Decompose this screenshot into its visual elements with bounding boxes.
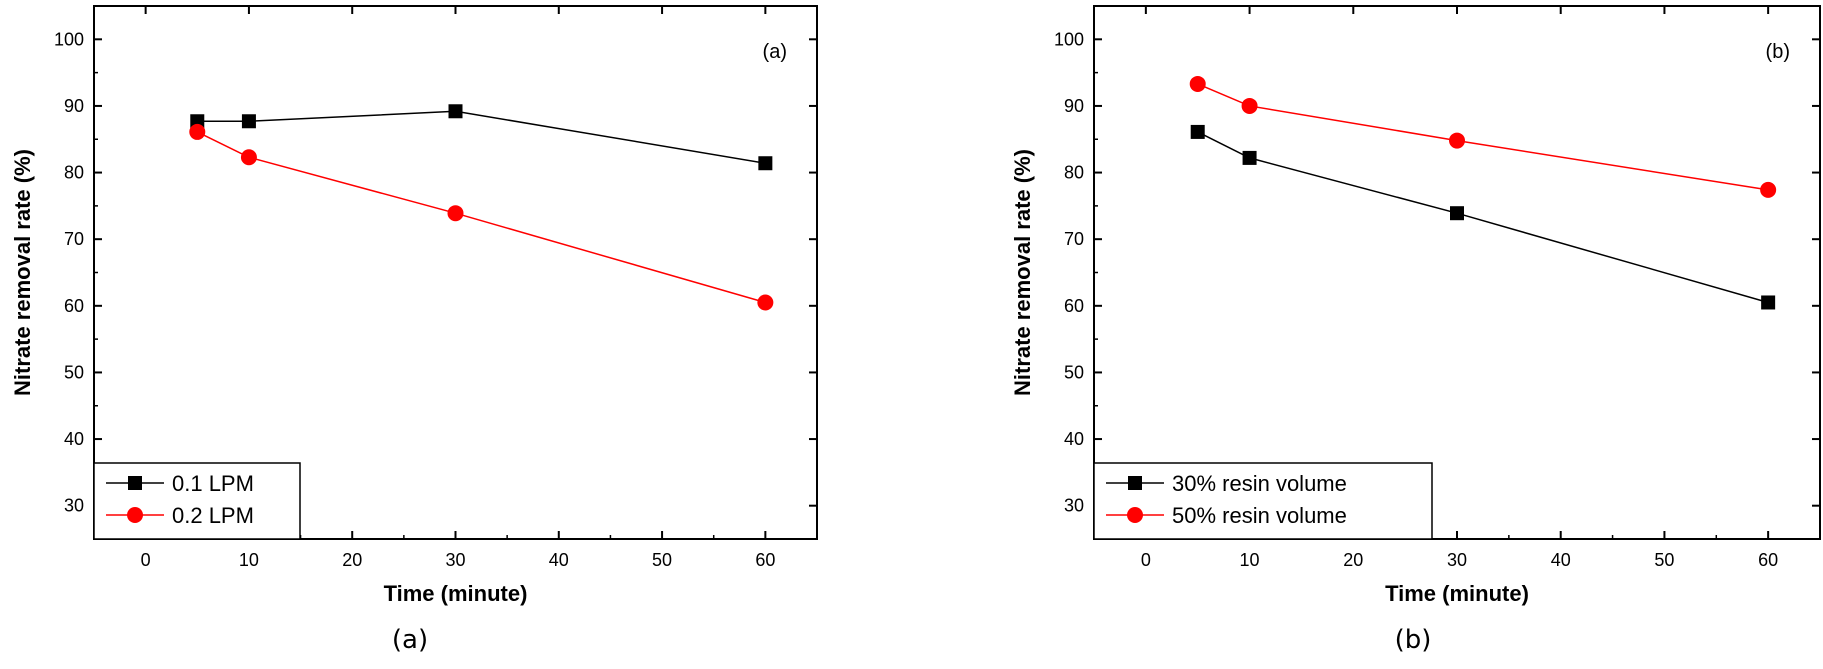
legend-marker xyxy=(127,507,143,523)
data-point xyxy=(1242,150,1257,165)
series-0 xyxy=(1190,124,1776,310)
x-tick-label: 60 xyxy=(755,550,775,570)
x-tick-label: 0 xyxy=(1141,550,1151,570)
data-point xyxy=(447,205,464,222)
legend: 30% resin volume 50% resin volume xyxy=(1093,462,1433,540)
legend-box xyxy=(1093,462,1433,540)
data-point xyxy=(1241,97,1258,114)
y-tick-label: 30 xyxy=(64,496,84,516)
legend-marker xyxy=(128,476,142,490)
x-tick-label: 60 xyxy=(1758,550,1778,570)
x-axis-title: Time (minute) xyxy=(1385,581,1529,606)
data-point xyxy=(240,149,257,166)
chart-panel-b: 0 10 20 30 40 50 60 30 40 50 60 70 80 90 100 Time (minu… xyxy=(1010,5,1821,655)
legend: 0.1 LPM 0.2 LPM xyxy=(93,462,301,540)
data-point xyxy=(1190,124,1205,139)
x-tick-label: 20 xyxy=(342,550,362,570)
legend-box xyxy=(93,462,301,540)
y-tick-label: 60 xyxy=(1064,296,1084,316)
panel-caption: (b) xyxy=(1395,625,1432,655)
y-tick-label: 60 xyxy=(64,296,84,316)
y-tick-label: 40 xyxy=(1064,429,1084,449)
data-point xyxy=(757,294,774,311)
chart-panel-a: 0 10 20 30 40 50 60 30 40 50 60 70 80 90 100 Time (minu… xyxy=(10,5,818,655)
y-tick-label: 70 xyxy=(1064,229,1084,249)
x-tick-label: 50 xyxy=(652,550,672,570)
y-tick-label: 80 xyxy=(1064,163,1084,183)
y-tick-label: 90 xyxy=(64,96,84,116)
data-point xyxy=(1760,181,1777,198)
series-line xyxy=(196,131,766,304)
x-axis-title: Time (minute) xyxy=(384,581,528,606)
legend-entry-label: 50% resin volume xyxy=(1172,503,1347,528)
x-tick-label: 10 xyxy=(239,550,259,570)
x-tick-label: 30 xyxy=(1447,550,1467,570)
legend-entry-label: 30% resin volume xyxy=(1172,471,1347,496)
data-point xyxy=(448,104,463,119)
data-point xyxy=(241,114,256,129)
x-tick-label: 50 xyxy=(1654,550,1674,570)
x-tick-label: 40 xyxy=(1551,550,1571,570)
series-0 xyxy=(190,104,773,171)
panel-label: (b) xyxy=(1766,41,1790,63)
y-tick-label: 50 xyxy=(1064,362,1084,382)
series-1 xyxy=(1189,75,1777,198)
series-1 xyxy=(189,123,774,311)
legend-marker xyxy=(1127,507,1143,523)
data-point xyxy=(1449,132,1465,149)
x-tick-label: 40 xyxy=(549,550,569,570)
series-line xyxy=(1197,131,1769,304)
data-point xyxy=(1189,75,1206,92)
data-point xyxy=(758,156,773,171)
y-tick-label: 40 xyxy=(64,429,84,449)
data-point xyxy=(189,123,206,140)
series-line xyxy=(197,110,766,164)
x-tick-label: 10 xyxy=(1240,550,1260,570)
y-tick-label: 50 xyxy=(64,362,84,382)
y-tick-label: 80 xyxy=(64,163,84,183)
data-point xyxy=(1761,295,1776,310)
x-tick-label: 0 xyxy=(141,550,151,570)
data-point xyxy=(1450,206,1464,221)
y-tick-label: 70 xyxy=(64,229,84,249)
series-line xyxy=(1197,83,1769,191)
legend-entry-label: 0.2 LPM xyxy=(172,503,254,528)
plot-frame xyxy=(93,5,818,540)
y-tick-label: 100 xyxy=(1054,29,1084,49)
y-tick-label: 30 xyxy=(1064,496,1084,516)
legend-marker xyxy=(1128,476,1142,490)
panel-caption: (a) xyxy=(392,625,428,655)
x-tick-label: 20 xyxy=(1343,550,1363,570)
y-axis-title: Nitrate removal rate (%) xyxy=(1010,149,1035,396)
y-tick-label: 100 xyxy=(54,29,84,49)
x-tick-label: 30 xyxy=(445,550,465,570)
y-tick-label: 90 xyxy=(1064,96,1084,116)
legend-entry-label: 0.1 LPM xyxy=(172,471,254,496)
panel-label: (a) xyxy=(763,41,787,63)
y-axis-title: Nitrate removal rate (%) xyxy=(10,149,35,396)
